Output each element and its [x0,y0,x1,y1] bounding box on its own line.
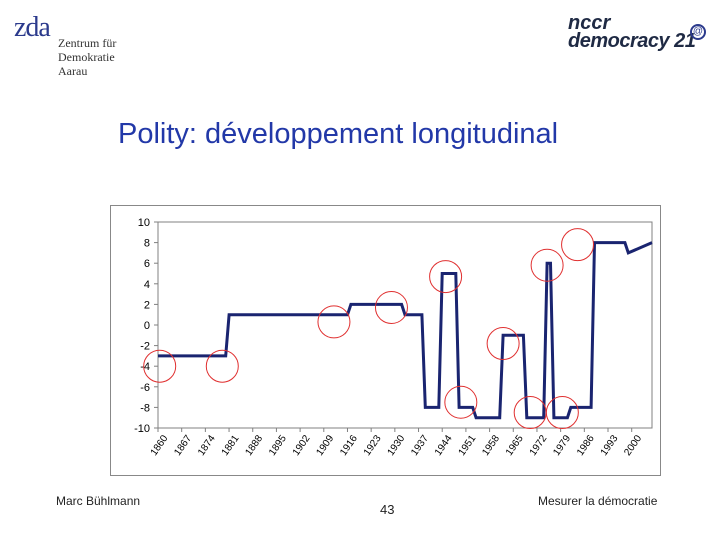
y-tick-label: 0 [144,320,150,332]
highlight-circle [374,290,408,324]
y-tick-label: 4 [144,279,150,291]
nccr-line-1: nccr [568,12,611,34]
highlight-circle [205,349,239,383]
highlight-circle [486,327,520,361]
highlight-circle [530,248,564,282]
zda-logo: zda Zentrum für Demokratie Aarau [14,12,144,82]
y-tick-label: -8 [140,402,150,414]
nccr-line-2: democracy 21 [568,30,696,52]
plot-area [157,221,653,429]
zda-line-2: Demokratie [58,50,115,64]
footer-topic: Mesurer la démocratie [538,494,658,508]
at-sign-icon: @ [690,24,706,40]
highlight-circle [444,385,478,419]
zda-mark: zda [14,12,51,43]
highlight-circle [429,260,463,294]
slide-title: Polity: développement longitudinal [118,118,559,150]
nccr-logo: nccr democracy 21 @ [566,12,706,56]
y-tick-label: -10 [134,423,150,435]
highlight-circle [545,396,579,430]
y-tick-label: 8 [144,238,150,250]
highlight-circle [143,349,177,383]
highlight-circle [561,228,595,262]
page-number: 43 [380,502,395,517]
highlight-circle [317,305,351,339]
y-tick-label: -4 [140,361,150,373]
y-tick-label: -6 [140,382,150,394]
y-tick-label: 2 [144,299,150,311]
y-tick-label: 6 [144,258,150,270]
y-tick-label: 10 [138,217,150,229]
zda-line-1: Zentrum für [58,36,117,50]
y-tick-label: -2 [140,341,150,353]
zda-line-3: Aarau [58,64,88,78]
footer-author: Marc Bühlmann [56,494,141,508]
series-line-0 [158,241,653,420]
